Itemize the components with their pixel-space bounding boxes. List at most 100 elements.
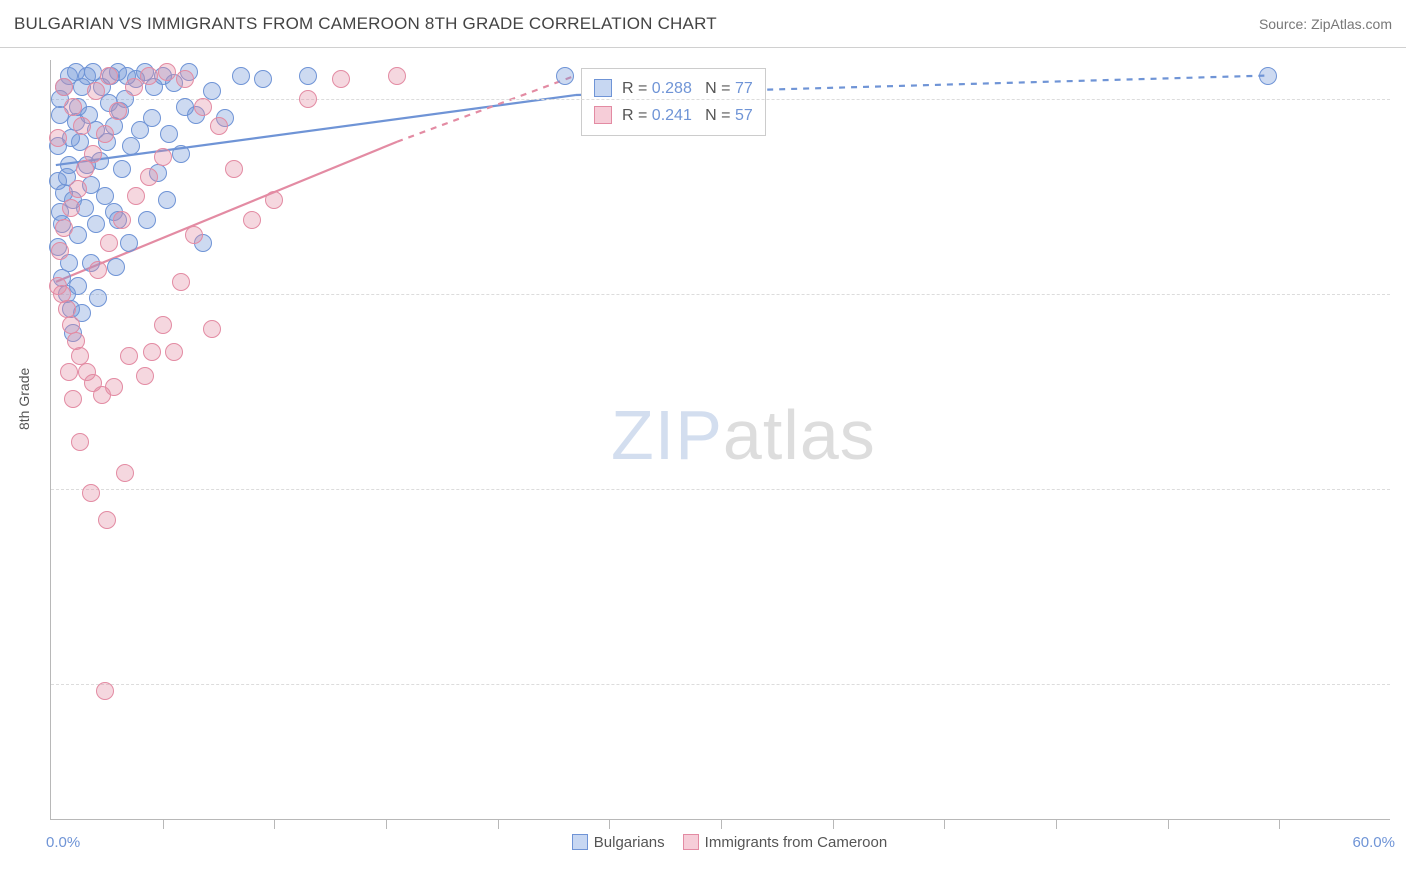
series-legend: Bulgarians Immigrants from Cameroon (51, 834, 1390, 851)
data-point (71, 433, 89, 451)
watermark-light: atlas (723, 396, 876, 474)
data-point (194, 98, 212, 116)
data-point (98, 511, 116, 529)
source-attribution: Source: ZipAtlas.com (1259, 16, 1392, 32)
data-point (1259, 67, 1277, 85)
legend-label: Bulgarians (594, 834, 665, 851)
data-point (62, 199, 80, 217)
data-point (556, 67, 574, 85)
data-point (51, 242, 69, 260)
data-point (176, 70, 194, 88)
gridline (51, 684, 1390, 685)
x-tick (944, 819, 945, 829)
stats-row: R = 0.241 N = 57 (594, 102, 753, 129)
data-point (225, 160, 243, 178)
x-tick (274, 819, 275, 829)
data-point (82, 484, 100, 502)
data-point (232, 67, 250, 85)
data-point (160, 125, 178, 143)
chart-header: BULGARIAN VS IMMIGRANTS FROM CAMEROON 8T… (0, 0, 1406, 48)
regression-lines-layer (51, 60, 1390, 819)
stats-swatch (594, 79, 612, 97)
data-point (55, 78, 73, 96)
data-point (64, 390, 82, 408)
data-point (299, 67, 317, 85)
x-tick (163, 819, 164, 829)
gridline (51, 99, 1390, 100)
gridline (51, 294, 1390, 295)
stats-text: R = 0.241 N = 57 (622, 107, 753, 124)
stats-text: R = 0.288 N = 77 (622, 80, 753, 97)
data-point (113, 211, 131, 229)
data-point (87, 82, 105, 100)
data-point (203, 320, 221, 338)
chart-title: BULGARIAN VS IMMIGRANTS FROM CAMEROON 8T… (14, 14, 717, 34)
data-point (96, 125, 114, 143)
data-point (107, 258, 125, 276)
data-point (125, 78, 143, 96)
data-point (64, 98, 82, 116)
data-point (332, 70, 350, 88)
x-tick (1168, 819, 1169, 829)
regression-line (397, 76, 575, 142)
data-point (69, 180, 87, 198)
data-point (60, 363, 78, 381)
data-point (49, 172, 67, 190)
x-tick (1056, 819, 1057, 829)
data-point (210, 117, 228, 135)
correlation-stats-box: R = 0.288 N = 77 R = 0.241 N = 57 (581, 68, 766, 136)
data-point (109, 102, 127, 120)
gridline (51, 489, 1390, 490)
x-tick (386, 819, 387, 829)
data-point (89, 289, 107, 307)
data-point (73, 117, 91, 135)
data-point (69, 277, 87, 295)
data-point (243, 211, 261, 229)
data-point (84, 145, 102, 163)
data-point (100, 234, 118, 252)
data-point (154, 316, 172, 334)
legend-swatch (683, 834, 699, 850)
x-tick (721, 819, 722, 829)
legend-label: Immigrants from Cameroon (705, 834, 888, 851)
data-point (105, 378, 123, 396)
data-point (154, 148, 172, 166)
data-point (55, 219, 73, 237)
data-point (299, 90, 317, 108)
data-point (96, 682, 114, 700)
data-point (138, 211, 156, 229)
data-point (165, 343, 183, 361)
data-point (388, 67, 406, 85)
watermark: ZIPatlas (611, 395, 876, 475)
data-point (265, 191, 283, 209)
x-tick (498, 819, 499, 829)
data-point (172, 145, 190, 163)
data-point (100, 67, 118, 85)
data-point (89, 261, 107, 279)
data-point (122, 137, 140, 155)
data-point (76, 160, 94, 178)
x-tick (833, 819, 834, 829)
scatter-plot: ZIPatlas 0.0% 60.0% BulgariansImmigrants… (50, 60, 1390, 820)
data-point (120, 347, 138, 365)
data-point (127, 187, 145, 205)
x-tick (1279, 819, 1280, 829)
legend-swatch (572, 834, 588, 850)
data-point (185, 226, 203, 244)
data-point (49, 129, 67, 147)
data-point (158, 191, 176, 209)
stats-swatch (594, 106, 612, 124)
data-point (87, 215, 105, 233)
data-point (113, 160, 131, 178)
y-axis-title: 8th Grade (16, 368, 32, 430)
data-point (172, 273, 190, 291)
data-point (140, 67, 158, 85)
data-point (120, 234, 138, 252)
data-point (143, 109, 161, 127)
data-point (143, 343, 161, 361)
data-point (158, 63, 176, 81)
watermark-bold: ZIP (611, 396, 723, 474)
data-point (116, 464, 134, 482)
data-point (254, 70, 272, 88)
x-tick (609, 819, 610, 829)
